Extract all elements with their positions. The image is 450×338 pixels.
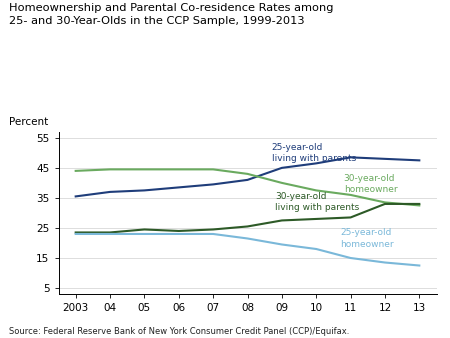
Text: 30-year-old
living with parents: 30-year-old living with parents — [275, 192, 359, 213]
Text: 25-year-old
homeowner: 25-year-old homeowner — [340, 228, 394, 248]
Text: Homeownership and Parental Co-residence Rates among
25- and 30-Year-Olds in the : Homeownership and Parental Co-residence … — [9, 3, 333, 26]
Text: Percent: Percent — [9, 117, 48, 127]
Text: Source: Federal Reserve Bank of New York Consumer Credit Panel (CCP)/Equifax.: Source: Federal Reserve Bank of New York… — [9, 327, 349, 336]
Text: 30-year-old
homeowner: 30-year-old homeowner — [344, 174, 397, 194]
Text: 25-year-old
living with parents: 25-year-old living with parents — [271, 143, 356, 163]
